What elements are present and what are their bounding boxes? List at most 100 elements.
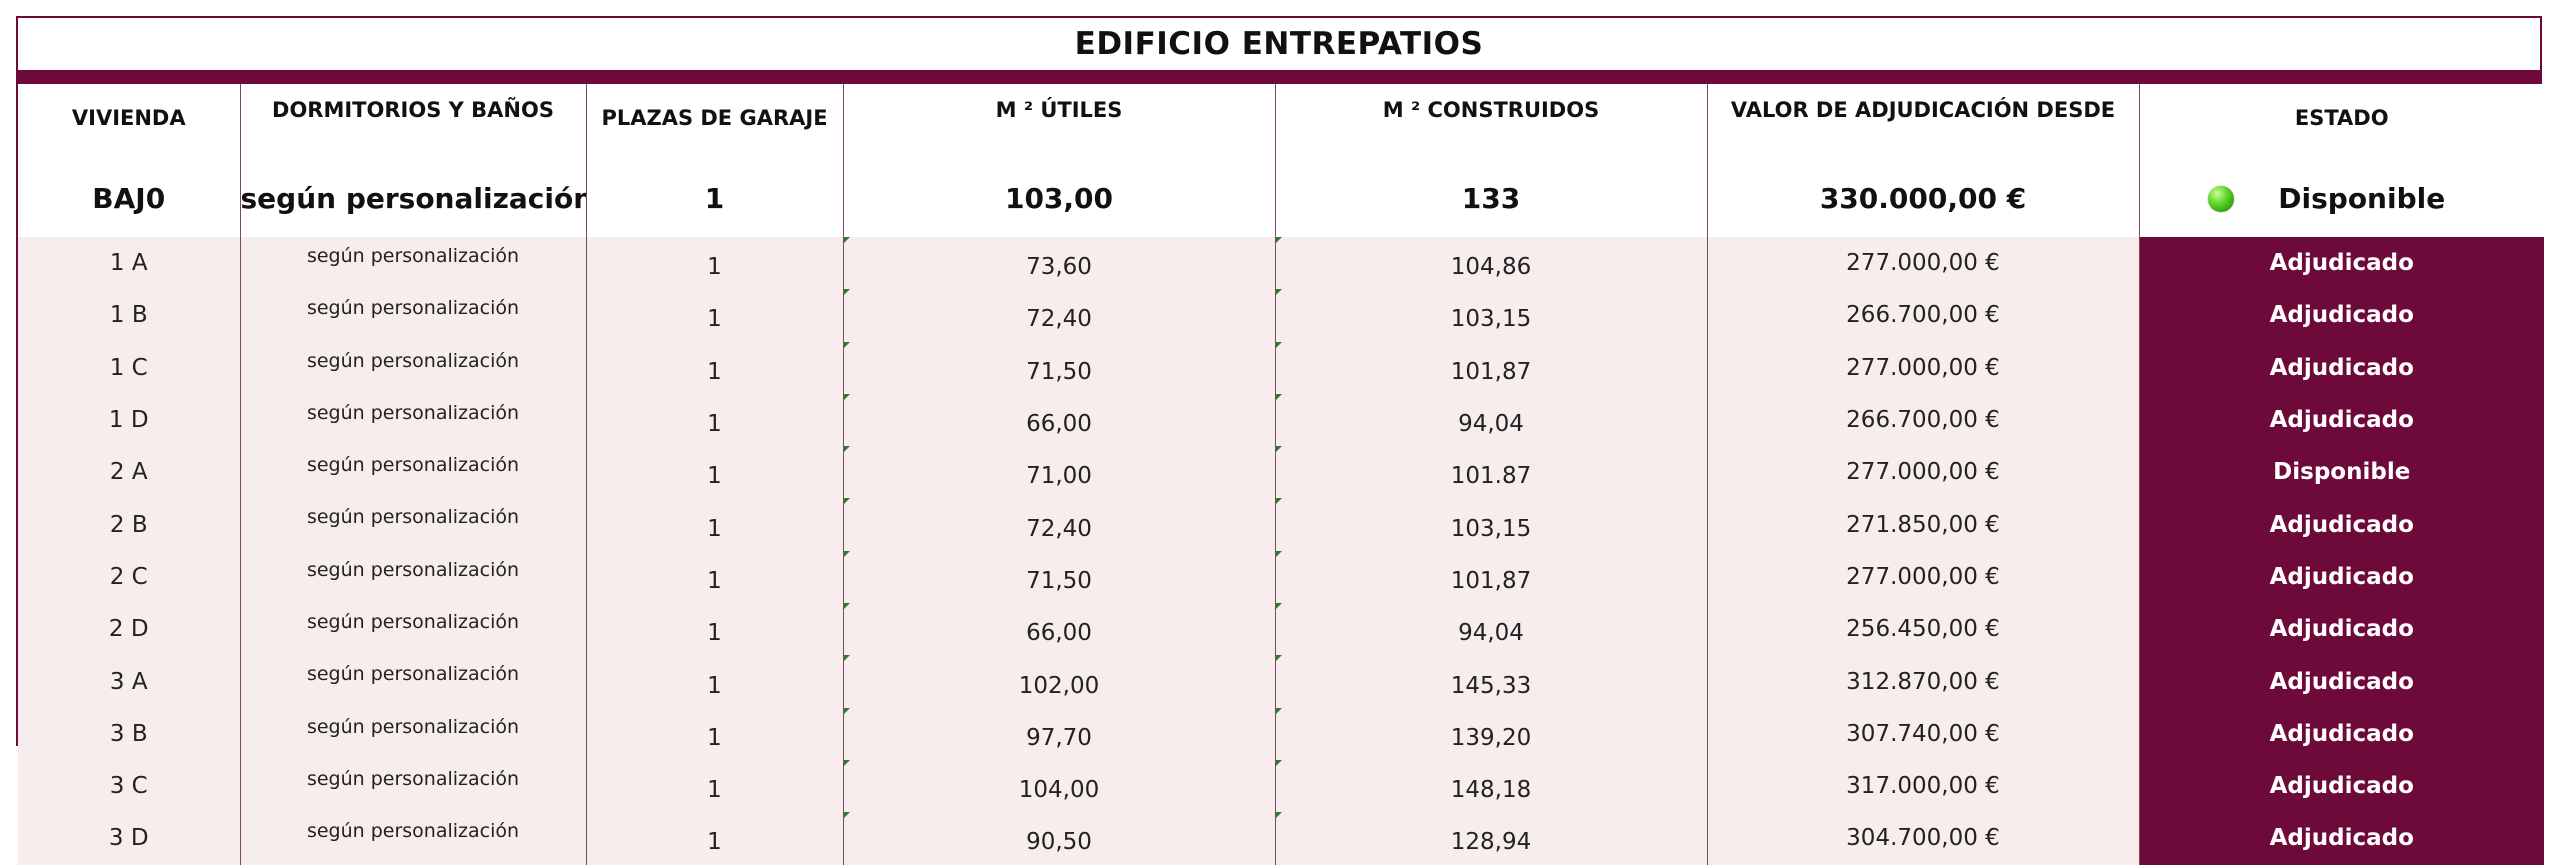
cell-comment-marker-icon — [844, 707, 850, 714]
cell-estado: Adjudicado — [2138, 341, 2544, 394]
cell-dormitorios-text: según personalización — [306, 454, 520, 477]
cell-valor-text: 307.740,00 € — [1846, 720, 2000, 747]
cell-construidos-text: 101,87 — [1450, 567, 1532, 594]
cell-vivienda-text: 2 B — [109, 511, 148, 538]
cell-comment-marker-icon — [1276, 446, 1282, 453]
cell-vivienda-text: 1 D — [108, 407, 149, 434]
cell-valor: 271.850,00 € — [1706, 498, 2139, 551]
table-row: 2 C según personalización 1 71,50 101,87 277.… — [18, 550, 2544, 604]
table-row: 2 A según personalización 1 71,00 101.87 277.… — [18, 446, 2544, 499]
cell-estado-text: Adjudicado — [2269, 825, 2414, 852]
cell-dormitorios: según personalización — [239, 341, 586, 394]
cell-construidos-text: 145,33 — [1450, 672, 1532, 699]
cell-valor-text: 304.700,00 € — [1846, 825, 2000, 852]
cell-valor-text: 312.870,00 € — [1846, 668, 2000, 695]
spreadsheet-table: EDIFICIO ENTREPATIOS VIVIENDA DORMITORIO… — [16, 16, 2544, 865]
cell-garaje: 1 — [585, 393, 843, 447]
cell-estado-text: Adjudicado — [2269, 354, 2414, 381]
cell-valor-text: 277.000,00 € — [1846, 563, 2000, 590]
cell-utiles-text: 71,50 — [1026, 358, 1092, 385]
cell-construidos-text: 94,04 — [1458, 620, 1524, 647]
cell-comment-marker-icon — [1276, 289, 1282, 296]
cell-utiles-text: 90,50 — [1026, 829, 1092, 856]
cell-construidos: 148,18 — [1274, 759, 1707, 813]
cell-garaje-text: 1 — [707, 829, 722, 856]
cell-vivienda-text: 3 B — [109, 720, 148, 747]
cell-construidos: 139,20 — [1274, 707, 1707, 760]
cell-valor: 277.000,00 € — [1706, 550, 2139, 604]
cell-dormitorios-text: según personalización — [306, 663, 520, 686]
cell-dormitorios-text: según personalización — [306, 297, 520, 320]
cell-vivienda: 2 B — [18, 498, 240, 551]
cell-utiles: 72,40 — [842, 498, 1275, 551]
cell-utiles: 97,70 — [842, 707, 1275, 760]
cell-garaje: 1 — [585, 289, 843, 342]
cell-estado: Adjudicado — [2138, 759, 2544, 813]
cell-garaje: 1 — [585, 603, 843, 656]
cell-vivienda-text: 3 A — [109, 668, 148, 695]
table-row: 1 D según personalización 1 66,00 94,04 266.7… — [18, 393, 2544, 447]
cell-valor: 304.700,00 € — [1706, 812, 2139, 865]
cell-garaje-text: 1 — [707, 515, 722, 542]
cell-estado: Adjudicado — [2138, 812, 2544, 865]
table-title: EDIFICIO ENTREPATIOS — [18, 18, 2540, 71]
cell-comment-marker-icon — [1276, 498, 1282, 505]
header-construidos: M ² CONSTRUIDOS — [1274, 84, 1707, 166]
cell-vivienda-text: 2 D — [108, 616, 149, 643]
cell-vivienda-text: 1 A — [109, 250, 148, 277]
cell-vivienda-text: 1 C — [109, 354, 148, 381]
cell-utiles: 71,50 — [842, 341, 1275, 394]
cell-utiles: 90,50 — [842, 812, 1275, 865]
table-row: 1 B según personalización 1 72,40 103,15 266.… — [18, 289, 2544, 342]
header-dormitorios: DORMITORIOS Y BAÑOS — [239, 84, 586, 166]
cell-dormitorios: según personalización — [239, 498, 586, 551]
cell-comment-marker-icon — [844, 550, 850, 557]
cell-estado-text: Adjudicado — [2269, 511, 2414, 538]
cell-dormitorios: según personalización — [239, 603, 586, 656]
cell-dormitorios-text: según personalización — [306, 558, 520, 581]
cell-utiles-text: 102,00 — [1018, 672, 1100, 699]
cell-construidos: 103,15 — [1274, 289, 1707, 342]
cell-comment-marker-icon — [1276, 812, 1282, 819]
cell-dormitorios-text: según personalización — [306, 506, 520, 529]
cell-dormitorios: según personalización — [239, 655, 586, 708]
cell-vivienda-text: 2 C — [109, 563, 148, 590]
cell-estado-text: Adjudicado — [2269, 302, 2414, 329]
cell-construidos-text: 104,86 — [1450, 254, 1532, 281]
table-row: 3 D según personalización 1 90,50 128,94 304.… — [18, 812, 2544, 865]
cell-construidos-text: 94,04 — [1458, 411, 1524, 438]
cell-utiles-text: 73,60 — [1026, 254, 1092, 281]
cell-valor-text: 271.850,00 € — [1846, 511, 2000, 538]
cell-utiles: 102,00 — [842, 655, 1275, 708]
cell-comment-marker-icon — [1276, 237, 1282, 243]
cell-garaje: 1 — [585, 341, 843, 394]
header-valor: VALOR DE ADJUDICACIÓN DESDE — [1706, 84, 2139, 166]
cell-construidos-text: 128,94 — [1450, 829, 1532, 856]
cell-garaje-text: 1 — [707, 358, 722, 385]
cell-vivienda: 3 B — [18, 707, 240, 760]
cell-construidos-text: 103,15 — [1450, 306, 1532, 333]
cell-construidos-text: 148,18 — [1450, 777, 1532, 804]
table-body: 1 A según personalización 1 73,60 104,86 277.… — [18, 237, 2544, 865]
cell-garaje: 1 — [585, 237, 843, 290]
cell-valor: 307.740,00 € — [1706, 707, 2139, 760]
bajo-dormitorios: según personalización — [239, 166, 586, 237]
bajo-utiles: 103,00 — [842, 166, 1275, 237]
cell-valor: 266.700,00 € — [1706, 393, 2139, 447]
cell-comment-marker-icon — [844, 341, 850, 348]
cell-comment-marker-icon — [844, 393, 850, 400]
cell-dormitorios-text: según personalización — [306, 245, 520, 267]
cell-dormitorios-text: según personalización — [306, 820, 520, 843]
cell-valor: 266.700,00 € — [1706, 289, 2139, 342]
cell-garaje-text: 1 — [707, 620, 722, 647]
cell-valor-text: 266.700,00 € — [1846, 407, 2000, 434]
cell-estado-text: Adjudicado — [2269, 616, 2414, 643]
cell-utiles-text: 97,70 — [1026, 724, 1092, 751]
cell-estado: Adjudicado — [2138, 550, 2544, 604]
cell-dormitorios: según personalización — [239, 289, 586, 342]
cell-garaje-text: 1 — [707, 724, 722, 751]
cell-utiles: 66,00 — [842, 393, 1275, 447]
cell-dormitorios-text: según personalización — [306, 767, 520, 790]
cell-vivienda: 1 A — [18, 237, 240, 290]
cell-vivienda-text: 3 C — [109, 773, 148, 800]
